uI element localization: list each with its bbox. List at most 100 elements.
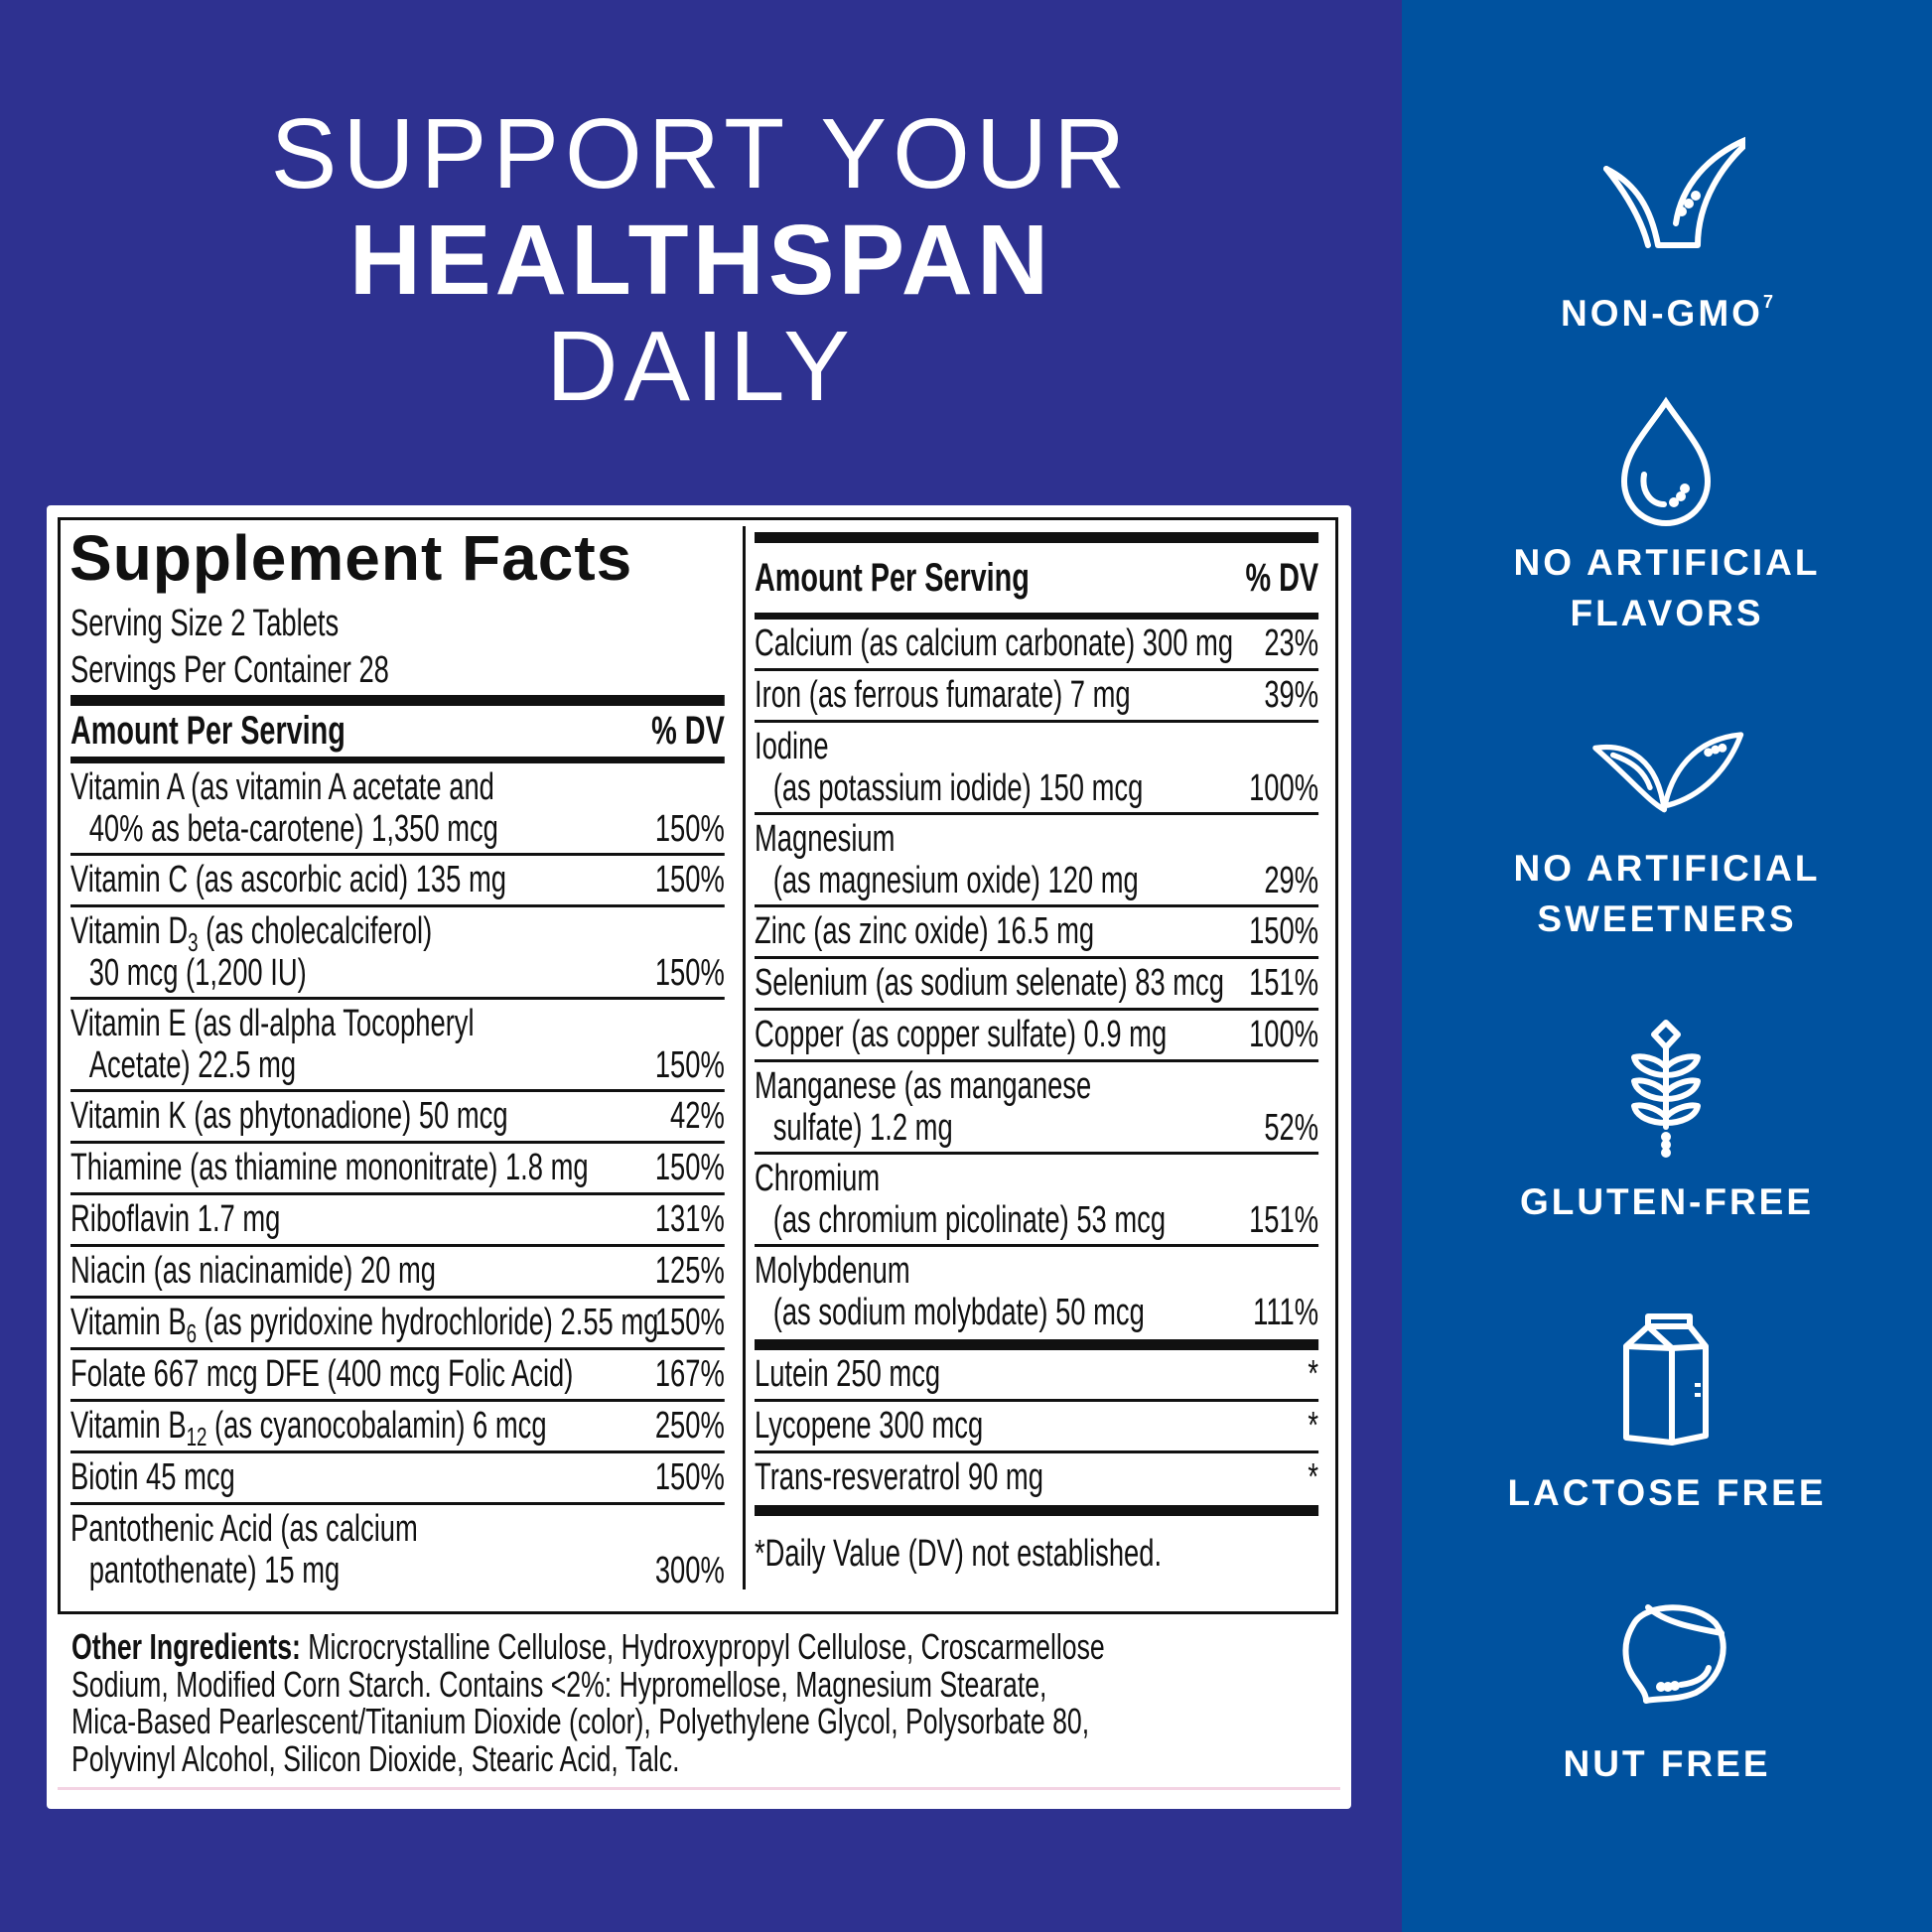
other-ingredients-line: Sodium, Modified Corn Starch. Contains <… [71, 1663, 1047, 1705]
nutrient-name-text: Magnesium [755, 818, 896, 860]
thick-divider [755, 532, 1319, 543]
nutrient-name: Niacin (as niacinamide) 20 mg [70, 1249, 436, 1293]
nutrient-row: Pantothenic Acid (as calcium pantothenate… [70, 1505, 725, 1597]
nutrient-name-text: Selenium (as sodium selenate) 83 mcg [755, 962, 1224, 1004]
daily-value: 131% [654, 1198, 725, 1240]
nutrient-name-text: Vitamin A (as vitamin A acetate and [70, 766, 494, 808]
headline-line-3: DAILY [546, 311, 856, 422]
nutrient-detail: 30 mcg (1,200 IU) [88, 952, 307, 994]
nutrient-name-text: Vitamin D [70, 910, 189, 952]
daily-value: 151% [1249, 962, 1319, 1004]
nutrient-row: Molybdenum (as sodium molybdate) 50 mcg 11… [755, 1247, 1318, 1339]
nutrient-row: Calcium (as calcium carbonate) 300 mg 23% [755, 620, 1319, 671]
facts-title: Supplement Facts [69, 522, 633, 594]
nutrient-row: Copper (as copper sulfate) 0.9 mg 100% [755, 1011, 1319, 1062]
subscript: 3 [188, 927, 199, 957]
nutrient-name-text: Vitamin C (as ascorbic acid) 135 mg [70, 859, 506, 900]
nutrient-name: Vitamin A (as vitamin A acetate and [70, 765, 494, 809]
badge-gluten-free: GLUTEN-FREE [1402, 1176, 1932, 1227]
other-ingredients-label: Other Ingredients: [71, 1626, 301, 1667]
milk-carton-icon [1623, 1313, 1709, 1446]
nutrient-row: Selenium (as sodium selenate) 83 mcg 151% [755, 959, 1319, 1011]
nutrient-name: Biotin 45 mcg [70, 1455, 235, 1499]
nutrient-name: Trans-resveratrol 90 mg [755, 1455, 1043, 1499]
nutrient-row: Vitamin K (as phytonadione) 50 mcg 42% [70, 1092, 725, 1144]
nutrient-name-text: Biotin 45 mcg [70, 1456, 235, 1498]
headline-line-1: SUPPORT YOUR [270, 98, 1132, 209]
daily-value: 111% [1253, 1292, 1319, 1333]
footnote: *Daily Value (DV) not established. [755, 1533, 1163, 1575]
nutrient-name: Riboflavin 1.7 mg [70, 1197, 280, 1241]
nutrient-detail: sulfate) 1.2 mg [772, 1107, 953, 1149]
daily-value: 250% [654, 1405, 725, 1447]
nutrient-name-text: Iron (as ferrous fumarate) 7 mg [755, 674, 1131, 716]
badge-lactose-free: LACTOSE FREE [1402, 1467, 1932, 1518]
nutrient-name: Iron (as ferrous fumarate) 7 mg [755, 673, 1131, 717]
thick-divider [755, 1505, 1319, 1516]
nutrient-row: Thiamine (as thiamine mononitrate) 1.8 m… [70, 1144, 725, 1195]
nutrient-name-text: (as cyanocobalamin) 6 mcg [207, 1405, 547, 1447]
dv-header-label: % DV [1245, 556, 1319, 600]
nutrient-name-text: Vitamin B [70, 1405, 187, 1447]
thick-divider [755, 1339, 1319, 1350]
water-drop-icon [1620, 396, 1712, 526]
servings-per-container: Servings Per Container 28 [70, 649, 389, 691]
daily-value: 151% [1249, 1199, 1319, 1241]
facts-right-column: Amount Per Serving % DV Calcium (as calc… [755, 532, 1319, 1576]
nutrient-row: Vitamin E (as dl-alpha Tocopheryl Acetate… [70, 1000, 725, 1092]
nutrient-name: Chromium [755, 1157, 880, 1200]
nutrient-row: Biotin 45 mcg 150% [70, 1453, 725, 1505]
badge-label-text: NO ARTIFICIAL [1513, 848, 1821, 889]
nutrient-name-text: Copper (as copper sulfate) 0.9 mg [755, 1014, 1168, 1055]
column-divider [743, 526, 746, 1589]
amount-header: Amount Per Serving % DV [755, 543, 1318, 613]
badge-no-artificial-flavors: NO ARTIFICIAL FLAVORS [1402, 537, 1932, 638]
nutrient-name: Vitamin C (as ascorbic acid) 135 mg [70, 858, 506, 901]
nutrient-detail: (as magnesium oxide) 120 mg [772, 860, 1139, 901]
daily-value: 29% [1264, 860, 1319, 901]
daily-value: 23% [1264, 622, 1319, 664]
nutrient-name-text: Calcium (as calcium carbonate) 300 mg [755, 622, 1234, 664]
daily-value: 150% [654, 1456, 725, 1498]
daily-value: 52% [1264, 1107, 1319, 1149]
nutrient-name: Vitamin B6 (as pyridoxine hydrochloride)… [70, 1301, 659, 1346]
supplement-facts-box [58, 517, 1338, 1614]
nutrient-name: Vitamin B12 (as cyanocobalamin) 6 mcg [70, 1404, 547, 1449]
nutrient-name-text: Manganese (as manganese [755, 1065, 1092, 1107]
nutrient-row: Riboflavin 1.7 mg 131% [70, 1195, 725, 1247]
nutrient-row: Iron (as ferrous fumarate) 7 mg 39% [755, 671, 1319, 723]
other-ingredients-line: Microcrystalline Cellulose, Hydroxypropy… [300, 1626, 1105, 1667]
medium-divider [755, 613, 1319, 620]
daily-value: 150% [654, 1044, 725, 1086]
nutrient-name-text: Folate 667 mcg DFE (400 mcg Folic Acid) [70, 1353, 574, 1395]
other-ingredients-line: Polyvinyl Alcohol, Silicon Dioxide, Stea… [71, 1737, 680, 1779]
nutrient-name: Pantothenic Acid (as calcium [70, 1507, 418, 1551]
nutrient-detail: 40% as beta-carotene) 1,350 mcg [88, 808, 498, 850]
nutrient-name-text: (as pyridoxine hydrochloride) 2.55 mg [197, 1302, 659, 1343]
serving-size: Serving Size 2 Tablets [70, 603, 340, 644]
nutrient-name-text: Zinc (as zinc oxide) 16.5 mg [755, 910, 1095, 952]
badge-non-gmo: NON-GMO7 [1402, 277, 1932, 339]
nutrient-name-text: Vitamin K (as phytonadione) 50 mcg [70, 1095, 508, 1137]
daily-value: 300% [654, 1550, 725, 1591]
badge-label-text: FLAVORS [1570, 593, 1764, 633]
thick-divider [70, 695, 725, 706]
nutrient-name: Selenium (as sodium selenate) 83 mcg [755, 961, 1224, 1005]
nutrient-name-text: Niacin (as niacinamide) 20 mg [70, 1250, 436, 1292]
medium-divider [70, 757, 725, 763]
nutrient-name: Calcium (as calcium carbonate) 300 mg [755, 621, 1233, 665]
nutrient-name: Manganese (as manganese [755, 1064, 1091, 1108]
card-accent-line [58, 1787, 1340, 1790]
nutrient-name: Folate 667 mcg DFE (400 mcg Folic Acid) [70, 1352, 573, 1396]
wheat-icon [1631, 1020, 1701, 1158]
amount-header: Amount Per Serving % DV [70, 706, 725, 757]
other-ingredients: Other Ingredients: Microcrystalline Cell… [71, 1628, 1277, 1777]
amount-header-label: Amount Per Serving [755, 556, 1030, 600]
nutrient-row: Iodine (as potassium iodide) 150 mcg 100% [755, 723, 1319, 815]
nutrient-name-text: Trans-resveratrol 90 mg [755, 1456, 1043, 1498]
nutrient-name: Lycopene 300 mcg [755, 1404, 983, 1448]
daily-value: * [1308, 1456, 1319, 1498]
nutrient-detail: Acetate) 22.5 mg [88, 1044, 297, 1086]
nutrient-name-text: Lutein 250 mcg [755, 1353, 941, 1395]
daily-value: 150% [654, 952, 725, 994]
